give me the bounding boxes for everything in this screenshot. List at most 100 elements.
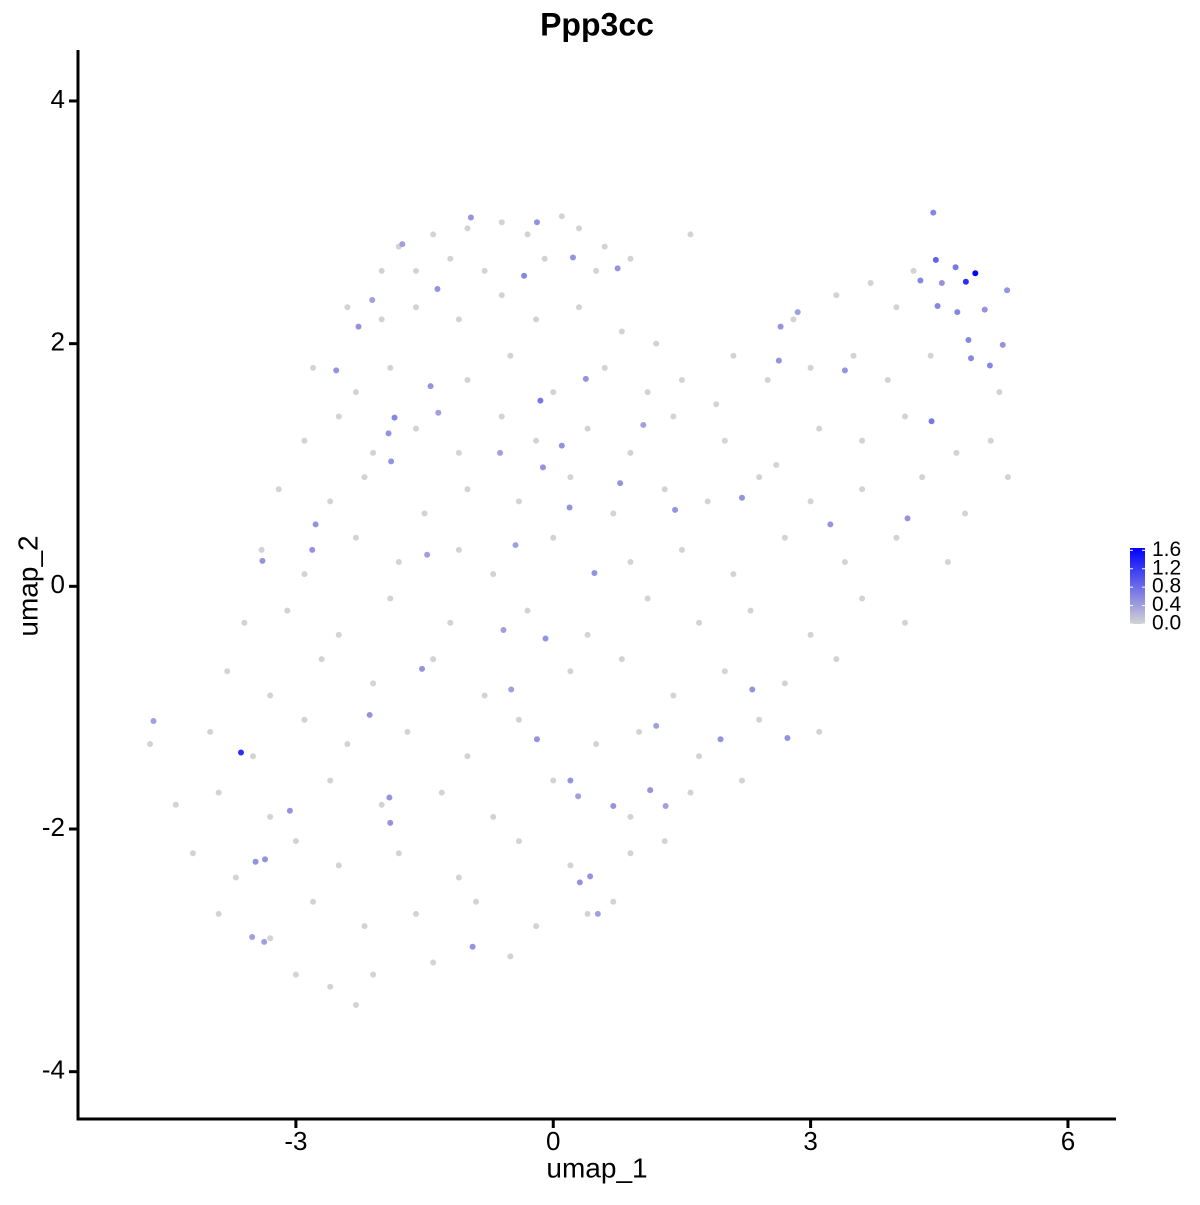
point [954, 309, 961, 316]
point [593, 741, 600, 748]
point [816, 728, 823, 735]
y-tick-label: -4 [42, 1055, 65, 1085]
point [515, 838, 522, 845]
point [919, 474, 926, 481]
point [575, 225, 582, 232]
point [569, 254, 576, 261]
point [418, 665, 425, 672]
point [369, 296, 376, 303]
x-tick-label: 6 [1061, 1126, 1075, 1156]
point [370, 449, 377, 456]
point [370, 680, 377, 687]
point [387, 364, 394, 371]
point [1004, 474, 1011, 481]
point [395, 850, 402, 857]
point [301, 571, 308, 578]
point [533, 219, 540, 226]
point [917, 277, 924, 284]
point [515, 716, 522, 723]
point [473, 898, 480, 905]
point [687, 231, 694, 238]
y-tick-label: 2 [51, 327, 65, 357]
point [996, 389, 1003, 396]
point [378, 801, 385, 808]
point [968, 355, 975, 362]
point [533, 437, 540, 444]
point [661, 486, 668, 493]
point [859, 437, 866, 444]
point [721, 437, 728, 444]
point [344, 304, 351, 311]
point [662, 802, 669, 809]
point [784, 734, 791, 741]
point [507, 352, 514, 359]
point [267, 813, 274, 820]
point [601, 364, 608, 371]
point [386, 794, 393, 801]
point [696, 753, 703, 760]
point [730, 352, 737, 359]
point [582, 375, 589, 382]
y-tick-label: 4 [51, 84, 65, 114]
point [704, 498, 711, 505]
point [455, 546, 462, 553]
point [930, 209, 937, 216]
point [987, 437, 994, 444]
point [224, 668, 231, 675]
point [773, 461, 780, 468]
point [327, 777, 334, 784]
point [318, 656, 325, 663]
point [859, 486, 866, 493]
point [636, 728, 643, 735]
point [455, 449, 462, 456]
point [653, 722, 660, 729]
color-bar [1130, 548, 1145, 624]
point [610, 802, 617, 809]
point [497, 449, 504, 456]
point [455, 316, 462, 323]
point [932, 256, 939, 263]
point [618, 656, 625, 663]
point [627, 850, 634, 857]
point [944, 559, 951, 566]
point [521, 272, 528, 279]
color-tick-label: 0.8 [1152, 575, 1181, 598]
point [584, 910, 591, 917]
point [467, 214, 474, 221]
point [833, 292, 840, 299]
point [385, 430, 392, 437]
point [601, 243, 608, 250]
point [567, 474, 574, 481]
point [498, 413, 505, 420]
y-axis-label: umap_2 [12, 535, 43, 636]
point [730, 571, 737, 578]
point [524, 231, 531, 238]
point [850, 352, 857, 359]
point [335, 862, 342, 869]
x-tick-label: 0 [546, 1126, 560, 1156]
point [567, 777, 574, 784]
point [567, 862, 574, 869]
point [207, 728, 214, 735]
point [335, 413, 342, 420]
color-tick-label: 0.0 [1152, 612, 1181, 635]
point [387, 595, 394, 602]
point [593, 267, 600, 274]
point [150, 718, 157, 725]
point [841, 559, 848, 566]
point [781, 534, 788, 541]
point [352, 1001, 359, 1008]
point [717, 736, 724, 743]
point [438, 789, 445, 796]
point [412, 425, 419, 432]
point [627, 813, 634, 820]
point [859, 595, 866, 602]
point [252, 858, 259, 865]
point [412, 910, 419, 917]
x-axis-label: umap_1 [546, 1152, 647, 1183]
point [232, 874, 239, 881]
point [558, 442, 565, 449]
point [670, 413, 677, 420]
point [388, 458, 395, 465]
point [576, 879, 583, 886]
